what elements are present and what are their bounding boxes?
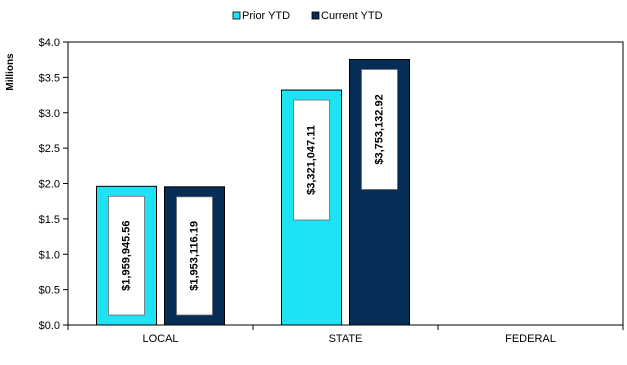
data-label-box: [293, 99, 330, 221]
y-tick-label: $1.0: [39, 249, 60, 261]
y-tick-label: $3.0: [39, 108, 60, 120]
x-tick-label: STATE: [329, 333, 363, 345]
data-label-box: [176, 196, 213, 316]
legend-label: Prior YTD: [242, 10, 290, 22]
x-tick-label: FEDERAL: [505, 333, 556, 345]
legend-swatch: [232, 11, 241, 20]
y-tick-label: $2.0: [39, 179, 60, 191]
data-label: $1,953,116.19: [189, 221, 201, 291]
y-tick-label: $0.0: [39, 320, 60, 332]
legend-swatch: [311, 11, 320, 20]
legend-label: Current YTD: [321, 10, 383, 22]
y-axis-title: Millions: [5, 53, 16, 91]
data-label-box: [361, 69, 398, 190]
y-tick-label: $2.5: [39, 143, 60, 155]
data-label: $1,959,945.56: [121, 220, 133, 290]
y-tick-label: $4.0: [39, 37, 60, 49]
y-tick-label: $1.5: [39, 214, 60, 226]
x-tick-label: LOCAL: [142, 333, 178, 345]
data-label: $3,753,132.92: [374, 94, 386, 164]
data-label: $3,321,047.11: [306, 125, 318, 195]
y-tick-label: $0.5: [39, 285, 60, 297]
data-label-box: [108, 195, 145, 316]
y-tick-label: $3.5: [39, 72, 60, 84]
